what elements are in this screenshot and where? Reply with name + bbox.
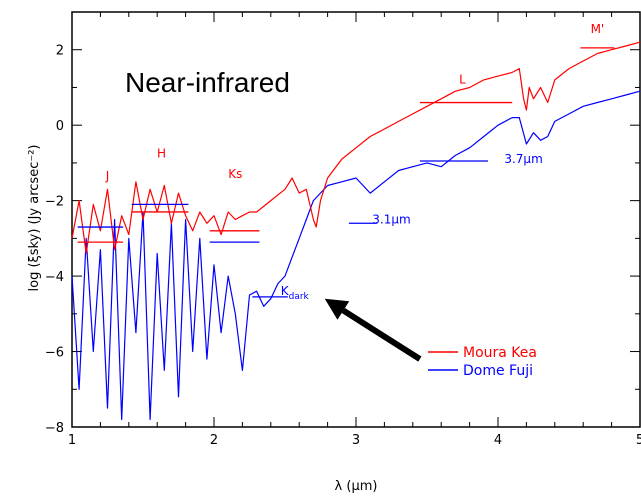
chart-title: Near-infrared: [125, 67, 290, 98]
annotation-label: H: [157, 146, 166, 160]
legend: Moura Kea Dome Fuji: [428, 345, 537, 379]
arrow-shaft: [341, 307, 422, 362]
x-tick-label: 1: [68, 433, 76, 448]
x-axis-title: λ (μm): [335, 479, 378, 494]
axis-ticks: 1 2 3 4 5 2 0 −2 −4 −6 −8: [45, 11, 641, 448]
annotation-label: J: [105, 169, 110, 183]
arrow-head: [324, 298, 350, 320]
legend-label-dome-fuji: Dome Fuji: [463, 363, 533, 379]
legend-label-moura-kea: Moura Kea: [463, 345, 537, 361]
y-tick-label: −4: [45, 270, 64, 285]
annotation-label: L: [459, 73, 466, 87]
series-line-moura-kea: [71, 41, 641, 255]
x-tick-label: 3: [352, 433, 360, 448]
x-tick-label: 2: [210, 433, 218, 448]
y-tick-label: −8: [45, 421, 64, 436]
y-tick-label: −2: [45, 195, 64, 210]
x-tick-label: 4: [494, 433, 502, 448]
x-tick-label: 5: [636, 433, 641, 448]
y-tick-label: 2: [56, 44, 64, 59]
annotation-label: 3.1μm: [372, 212, 410, 226]
band-marks: [77, 47, 615, 298]
annotation-label: M': [591, 22, 605, 36]
y-tick-label: 0: [56, 119, 64, 134]
annotation-label: 3.7μm: [504, 152, 542, 166]
y-axis-title: log (ξsky) (Jy arcsec⁻²): [27, 145, 42, 292]
annotation-label: Ks: [228, 167, 242, 181]
y-tick-label: −6: [45, 346, 64, 361]
pointer-arrow: [324, 298, 422, 362]
